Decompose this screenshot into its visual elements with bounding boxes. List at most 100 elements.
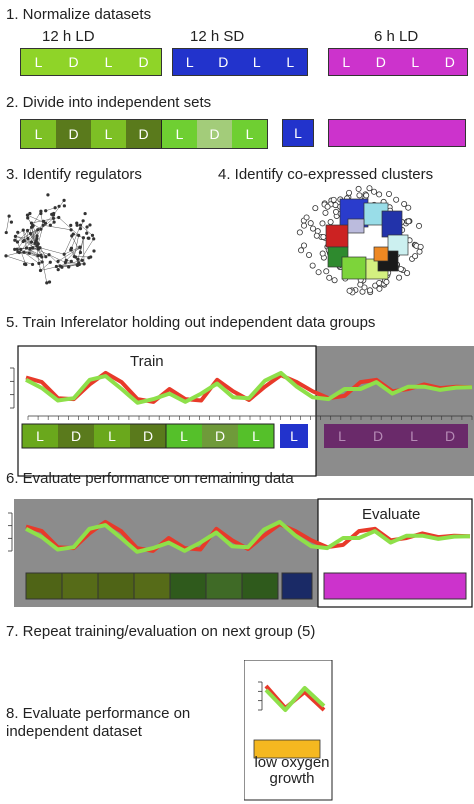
dataset-cell: L <box>91 49 126 75</box>
node <box>80 258 84 262</box>
node <box>4 230 8 235</box>
dataset-cell: L <box>329 49 364 75</box>
cluster-node <box>298 247 305 254</box>
train-blue-cell-label: L <box>290 428 298 444</box>
evaluate-dark-cell <box>205 572 243 600</box>
node <box>67 265 71 269</box>
train-cell <box>22 424 58 448</box>
cluster-node <box>363 192 370 199</box>
network-diagrams <box>4 185 424 296</box>
cluster-box <box>373 246 389 262</box>
node <box>82 262 86 266</box>
node <box>13 238 17 242</box>
train-grey-cell-label: D <box>445 428 455 444</box>
train-blue-cell <box>280 424 308 448</box>
train-cell <box>58 424 94 448</box>
node <box>62 198 66 202</box>
dataset-cell: L <box>398 49 433 75</box>
evaluate-dark-cell <box>133 572 171 600</box>
cluster-node <box>320 233 327 240</box>
node <box>36 247 41 251</box>
node <box>31 246 35 250</box>
train-frame <box>17 345 317 477</box>
node <box>40 260 44 264</box>
node <box>62 204 66 208</box>
node <box>81 236 86 240</box>
cluster-node <box>412 253 419 260</box>
node <box>39 227 43 231</box>
train-grey-cell <box>396 424 432 448</box>
train-cell-label: D <box>215 428 225 444</box>
node <box>9 220 14 224</box>
cluster-node <box>312 205 319 212</box>
set-cell: L <box>21 120 56 148</box>
cluster-node <box>327 219 334 226</box>
cluster-node <box>324 203 331 210</box>
node <box>78 245 82 249</box>
dataset-cell: D <box>126 49 161 75</box>
node <box>28 247 32 251</box>
cluster-node <box>361 284 368 291</box>
edge <box>39 247 65 255</box>
node <box>46 193 50 197</box>
set-cell: D <box>56 120 91 148</box>
node <box>83 211 87 216</box>
evaluate-dark-cell <box>61 572 99 600</box>
node <box>30 262 35 267</box>
cluster-node <box>323 268 330 275</box>
evaluate-label: Evaluate <box>362 506 420 523</box>
node <box>13 234 18 239</box>
cluster-node <box>376 285 383 292</box>
step-3-title: 3. Identify regulators <box>6 166 142 183</box>
set-cell: L <box>91 120 126 148</box>
edge <box>71 235 81 253</box>
node <box>39 209 43 213</box>
step-8-title-line1: 8. Evaluate performance on <box>6 705 191 722</box>
cluster-node <box>313 232 320 239</box>
cluster-node <box>303 214 310 221</box>
cluster-node <box>416 248 423 255</box>
node <box>37 261 41 265</box>
node <box>24 246 29 250</box>
dataset-cell: L <box>173 49 207 75</box>
set-blue-label: L <box>294 125 302 141</box>
node <box>7 214 11 218</box>
step-2-title: 2. Divide into independent sets <box>6 94 212 111</box>
train-grey-cell <box>432 424 468 448</box>
node <box>92 249 96 253</box>
train-grey-cell <box>324 424 360 448</box>
node <box>29 240 34 244</box>
cluster-node <box>366 185 373 192</box>
cluster-box <box>341 256 367 280</box>
cluster-node <box>401 201 408 208</box>
train-grey-cell-label: L <box>338 428 346 444</box>
node <box>16 230 20 234</box>
cluster-node <box>301 242 308 249</box>
final-label-line1: low oxygen <box>254 754 330 771</box>
train-cell <box>238 424 274 448</box>
node <box>15 247 19 251</box>
node <box>25 213 30 217</box>
dataset-label-12h-sd: 12 h SD <box>190 28 245 45</box>
node <box>69 259 73 263</box>
set-bar-magenta <box>328 119 466 147</box>
cluster-node <box>376 191 383 198</box>
node <box>25 228 30 233</box>
node <box>45 281 49 285</box>
edge <box>5 255 33 265</box>
cluster-node <box>306 251 313 258</box>
edge <box>65 262 85 265</box>
node <box>69 228 73 232</box>
node <box>35 236 39 241</box>
node <box>22 238 26 243</box>
node <box>56 268 60 272</box>
step-6-title: 6. Evaluate performance on remaining dat… <box>6 470 294 487</box>
node <box>71 232 75 236</box>
node <box>36 228 40 232</box>
node <box>4 254 8 258</box>
edge <box>22 230 27 249</box>
edge <box>23 252 40 264</box>
cluster-node <box>346 287 353 294</box>
cluster-node <box>396 274 403 281</box>
